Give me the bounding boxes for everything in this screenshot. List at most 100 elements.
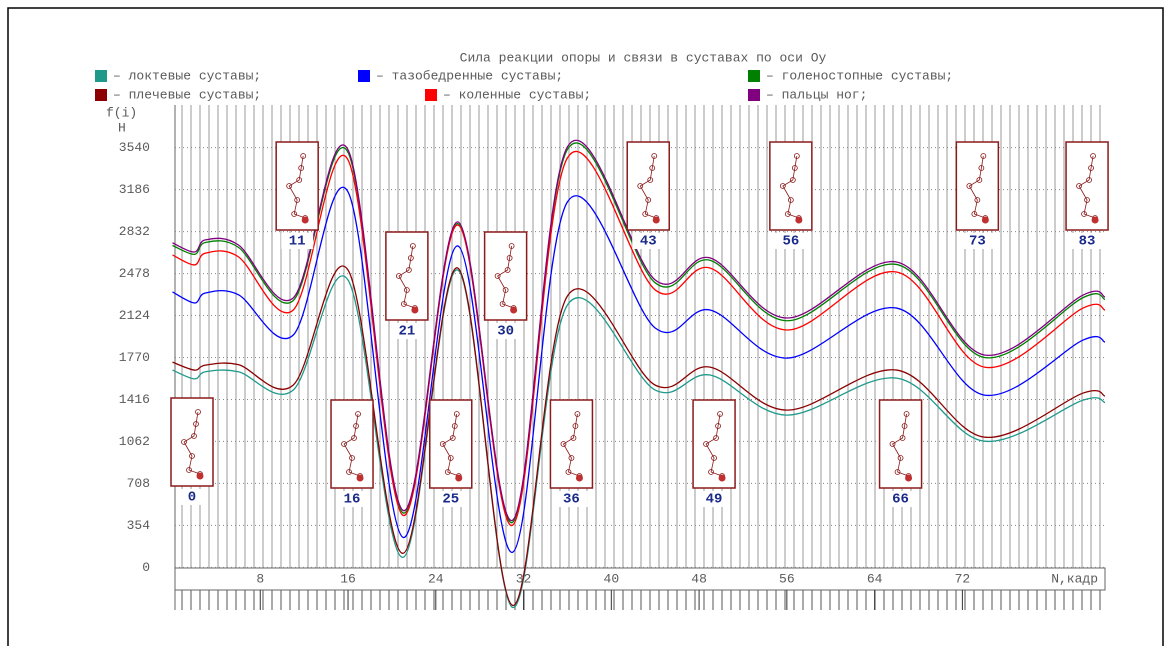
frame-label: 49 <box>706 492 723 508</box>
y-tick-label: 0 <box>142 560 150 575</box>
inset-joint <box>298 165 305 171</box>
inset-joint <box>642 211 649 217</box>
x-tick-label: 24 <box>428 571 444 586</box>
inset-skeleton <box>288 155 306 219</box>
legend-label: – тазобедренные суставы; <box>376 68 563 83</box>
series-line <box>172 139 1106 521</box>
inset-joint <box>791 165 798 171</box>
legend-swatch <box>95 89 107 101</box>
y-tick-label: 3186 <box>119 182 150 197</box>
inset-foot <box>905 474 913 482</box>
inset-joint <box>294 197 301 203</box>
frame-label: 0 <box>188 490 196 506</box>
inset-foot <box>575 474 583 482</box>
inset-joint <box>1086 177 1092 183</box>
inset-joint <box>974 197 981 203</box>
inset-box <box>1065 141 1109 231</box>
inset-skeleton <box>705 413 723 477</box>
inset-joint <box>508 243 515 249</box>
inset-joint <box>341 441 347 447</box>
inset-joint <box>978 165 985 171</box>
frame-label-bg <box>489 323 522 339</box>
legend-label: – коленные суставы; <box>443 87 591 102</box>
inset-joint <box>349 455 355 461</box>
inset-foot <box>510 306 518 314</box>
legend-swatch <box>748 89 760 101</box>
inset-joint <box>355 411 361 417</box>
x-tick-label: 16 <box>340 571 356 586</box>
inset-foot <box>356 474 364 482</box>
inset-joint <box>793 153 800 159</box>
frame-label: 43 <box>640 234 657 250</box>
y-tick-label: 1062 <box>119 434 150 449</box>
inset-joint <box>439 441 446 447</box>
pose-inset: 83 <box>1065 141 1109 250</box>
frame-label-bg <box>632 233 665 249</box>
inset-foot <box>981 216 989 224</box>
inset-foot <box>455 474 463 482</box>
inset-joint <box>980 153 987 159</box>
legend-swatch <box>748 70 760 82</box>
legend-label: – плечевые суставы; <box>113 87 261 102</box>
inset-joint <box>572 423 579 429</box>
inset-foot <box>196 472 204 480</box>
frame-label: 21 <box>398 324 415 340</box>
series-line <box>172 142 1106 523</box>
inset-joint <box>451 423 458 429</box>
legend-swatch <box>95 70 107 82</box>
inset-box <box>170 397 214 487</box>
pose-inset: 25 <box>429 399 473 508</box>
frame-label: 16 <box>344 492 361 508</box>
frame-label-bg <box>555 491 588 507</box>
inset-joint <box>181 439 187 445</box>
inset-box <box>483 231 528 321</box>
inset-joint <box>409 243 416 249</box>
inset-skeleton <box>183 411 201 475</box>
inset-joint <box>649 165 656 171</box>
inset-joint <box>296 177 303 183</box>
frame-label-bg <box>961 233 994 249</box>
series-line <box>172 150 1106 526</box>
legend-label: – голеностопные суставы; <box>766 68 953 83</box>
pose-inset: 49 <box>692 399 736 508</box>
inset-joint <box>647 177 654 183</box>
y-tick-label: 3540 <box>119 140 150 155</box>
inset-joint <box>715 423 721 429</box>
inset-foot <box>301 216 309 224</box>
inset-skeleton <box>1078 155 1096 219</box>
legend-swatch <box>358 70 370 82</box>
inset-joint <box>1084 197 1090 203</box>
inset-box <box>330 399 374 489</box>
x-tick-label: 56 <box>779 571 795 586</box>
legend-swatch <box>425 89 437 101</box>
x-tick-label: 40 <box>604 571 620 586</box>
inset-box <box>878 399 923 489</box>
inset-joint <box>191 433 197 439</box>
inset-skeleton <box>782 155 799 219</box>
y-tick-label: 2832 <box>119 224 150 239</box>
frame-label: 83 <box>1079 234 1096 250</box>
inset-foot <box>795 216 803 224</box>
inset-foot <box>411 306 419 314</box>
inset-skeleton <box>497 245 514 309</box>
inset-joint <box>405 267 412 273</box>
y-tick-label: 1770 <box>119 350 150 365</box>
inset-joint <box>560 441 567 447</box>
y-tick-label: 708 <box>127 476 150 491</box>
inset-joint <box>708 469 714 475</box>
frame-label-bg <box>434 491 467 507</box>
inset-joint <box>1081 211 1087 217</box>
frame-label: 30 <box>497 324 514 340</box>
inset-joint <box>568 455 575 461</box>
inset-joint <box>504 267 511 273</box>
inset-box <box>769 141 813 231</box>
inset-joint <box>453 411 460 417</box>
inset-joint <box>717 411 723 417</box>
foreground: 0354708106214161770212424782832318635408… <box>95 68 1109 586</box>
inset-joint <box>403 287 410 293</box>
plot <box>172 139 1106 609</box>
inset-joint <box>499 301 506 307</box>
inset-skeleton <box>968 155 986 219</box>
pose-inset: 21 <box>385 231 429 340</box>
